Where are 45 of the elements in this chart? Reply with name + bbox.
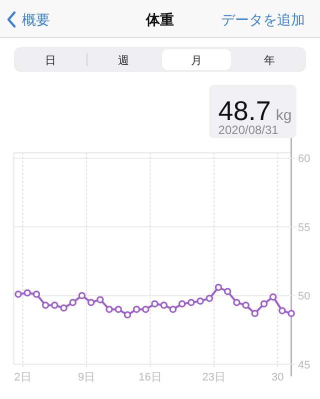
- point: [78, 292, 86, 300]
- x-tick-label: 23日: [202, 371, 226, 384]
- point: [51, 302, 58, 309]
- point: [288, 310, 295, 318]
- point: [188, 298, 195, 306]
- point: [114, 306, 122, 313]
- point: [132, 306, 140, 313]
- point: [278, 307, 286, 314]
- point: [214, 284, 222, 291]
- point: [69, 298, 76, 306]
- text: データを追加: [221, 12, 305, 28]
- callout: 48.7 kg 2020/08/31: [209, 85, 296, 138]
- point: [269, 293, 277, 301]
- point: [124, 311, 132, 318]
- point: [206, 294, 213, 302]
- point: [178, 300, 186, 308]
- point: [233, 298, 240, 306]
- point: [14, 290, 22, 298]
- point: [224, 288, 232, 296]
- point: [142, 306, 150, 313]
- point: [96, 296, 104, 304]
- y-tick-label: 45: [298, 359, 310, 372]
- point: [87, 298, 95, 306]
- point: [251, 310, 258, 318]
- point: [106, 306, 113, 313]
- point: [60, 304, 68, 312]
- point: [42, 302, 50, 309]
- point: [32, 290, 40, 298]
- point: [169, 306, 177, 313]
- y-tick-label: 50: [298, 290, 310, 303]
- x-tick-label: 30: [272, 371, 284, 384]
- point: [242, 302, 250, 309]
- point: [151, 300, 158, 308]
- y-tick-label: 55: [298, 222, 310, 234]
- y-tick-label: 60: [298, 153, 310, 166]
- point: [196, 297, 204, 305]
- point: [24, 289, 31, 296]
- point: [260, 300, 268, 308]
- text: 概要: [22, 12, 50, 28]
- chart-title: 体重: [145, 12, 174, 28]
- x-tick-label: 2日: [14, 371, 32, 384]
- segmented-control: 日 週 月 年: [14, 47, 306, 72]
- point: [160, 302, 168, 309]
- x-tick-label: 9日: [78, 371, 96, 384]
- x-tick-label: 16日: [138, 371, 162, 384]
